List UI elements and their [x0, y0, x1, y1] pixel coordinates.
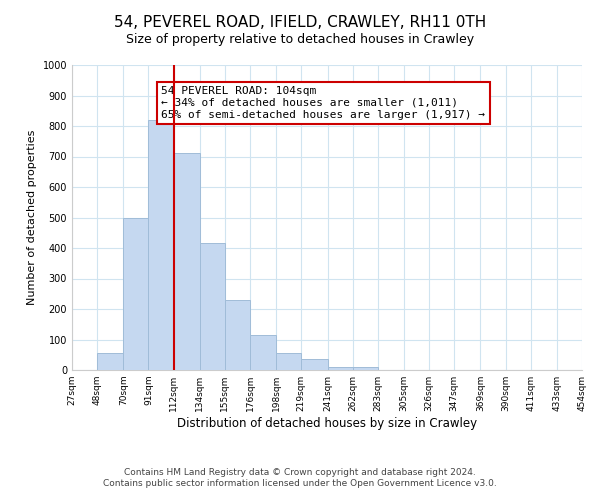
Text: Contains HM Land Registry data © Crown copyright and database right 2024.
Contai: Contains HM Land Registry data © Crown c…	[103, 468, 497, 487]
Text: Size of property relative to detached houses in Crawley: Size of property relative to detached ho…	[126, 32, 474, 46]
Bar	[200, 244, 225, 370]
Bar	[276, 353, 301, 370]
Bar	[97, 353, 124, 370]
Bar	[124, 218, 148, 370]
Bar	[328, 367, 353, 370]
X-axis label: Distribution of detached houses by size in Crawley: Distribution of detached houses by size …	[177, 417, 477, 430]
Bar	[353, 367, 378, 370]
Bar	[301, 360, 328, 370]
Bar	[225, 300, 250, 370]
Y-axis label: Number of detached properties: Number of detached properties	[27, 130, 37, 305]
Bar	[148, 120, 173, 370]
Bar	[173, 154, 200, 370]
Text: 54 PEVEREL ROAD: 104sqm
← 34% of detached houses are smaller (1,011)
65% of semi: 54 PEVEREL ROAD: 104sqm ← 34% of detache…	[161, 86, 485, 120]
Bar	[250, 335, 276, 370]
Text: 54, PEVEREL ROAD, IFIELD, CRAWLEY, RH11 0TH: 54, PEVEREL ROAD, IFIELD, CRAWLEY, RH11 …	[114, 15, 486, 30]
